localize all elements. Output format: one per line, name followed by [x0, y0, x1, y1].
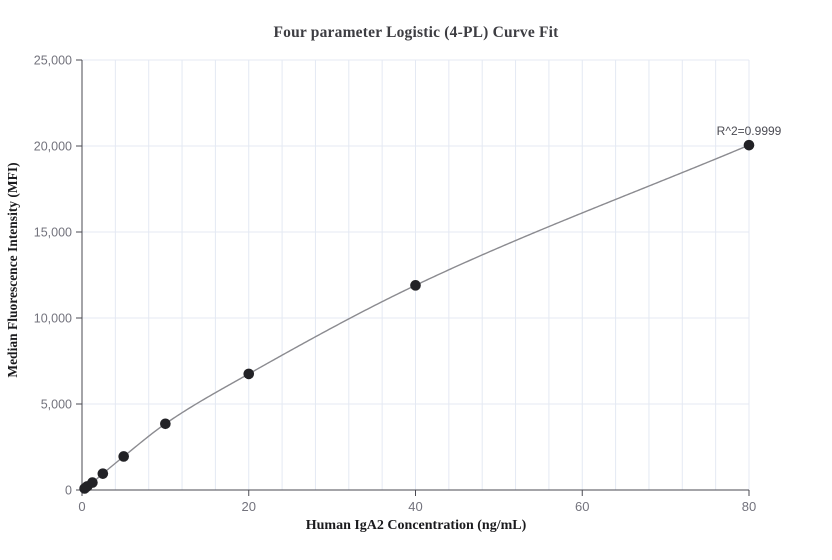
x-tick-label: 0 — [78, 499, 85, 514]
y-tick-label: 10,000 — [34, 312, 72, 326]
chart-title: Four parameter Logistic (4-PL) Curve Fit — [273, 24, 559, 41]
y-tick-label: 5,000 — [41, 398, 72, 412]
x-tick-label: 60 — [575, 499, 589, 514]
data-point — [97, 468, 109, 479]
data-point — [118, 451, 129, 462]
y-tick-label: 20,000 — [34, 140, 72, 154]
data-point — [410, 280, 421, 291]
r-squared-annotation: R^2=0.9999 — [716, 124, 782, 139]
y-tick-label: 0 — [65, 484, 72, 498]
x-tick-label: 40 — [408, 499, 422, 514]
x-tick-label: 80 — [742, 499, 756, 514]
data-point — [243, 368, 255, 380]
data-point — [743, 139, 755, 151]
y-tick-label: 15,000 — [34, 226, 72, 240]
x-tick-label: 20 — [242, 499, 256, 514]
data-point — [160, 418, 171, 430]
data-point — [87, 477, 98, 488]
y-tick-label: 25,000 — [34, 54, 72, 68]
x-axis-title: Human IgA2 Concentration (ng/mL) — [305, 518, 527, 533]
